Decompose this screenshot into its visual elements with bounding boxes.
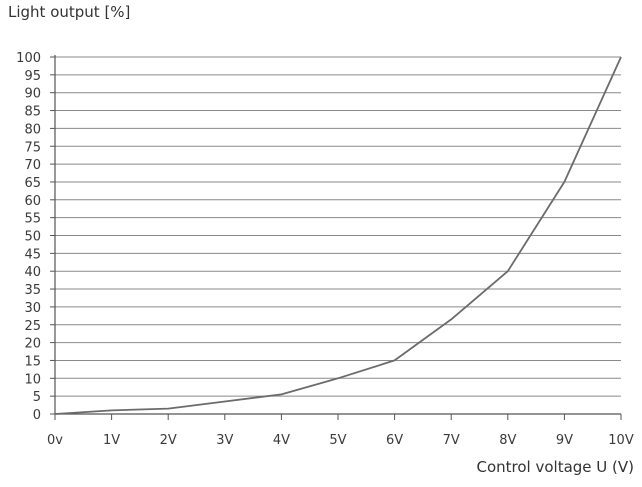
y-tick-label: 55 (24, 212, 41, 227)
y-tick-label: 80 (24, 122, 41, 137)
y-tick-label: 70 (24, 158, 41, 173)
x-tick-label: 5V (329, 433, 346, 448)
y-tick-label: 100 (16, 51, 41, 66)
y-tick-label: 10 (24, 372, 41, 387)
y-axis-title: Light output [%] (8, 3, 131, 21)
y-tick-label: 30 (24, 301, 41, 316)
x-tick-label: 9V (556, 433, 573, 448)
x-tick-label: 4V (273, 433, 290, 448)
x-tick-labels: 0v 1V 2V 3V 4V 5V 6V 7V 8V 9V 10V (47, 433, 634, 448)
y-tick-label: 45 (24, 247, 41, 262)
y-tick-label: 60 (24, 194, 41, 209)
y-tick-label: 20 (24, 337, 41, 352)
x-axis-title: Control voltage U (V) (476, 458, 634, 476)
y-tick-label: 25 (24, 319, 41, 334)
y-tick-label: 50 (24, 230, 41, 245)
axes (50, 55, 622, 420)
y-tick-label: 15 (24, 354, 41, 369)
y-tick-label: 75 (24, 140, 41, 155)
y-tick-labels: 0 5 10 15 20 25 30 35 40 45 50 55 60 65 70 75 80 85 90 95 10… (16, 51, 41, 423)
x-tick-label: 1V (103, 433, 120, 448)
y-tick-label: 0 (33, 408, 41, 423)
series-layer (54, 56, 622, 415)
x-tick-label: 2V (160, 433, 177, 448)
series-line (54, 56, 622, 415)
y-tick-label: 35 (24, 283, 41, 298)
x-tick-label: 10V (608, 433, 634, 448)
y-tick-label: 95 (24, 69, 41, 84)
y-tick-label: 40 (24, 265, 41, 280)
y-tick-label: 90 (24, 87, 41, 102)
y-tick-label: 65 (24, 176, 41, 191)
y-tick-label: 85 (24, 105, 41, 120)
x-tick-label: 7V (443, 433, 460, 448)
grid-lines (55, 56, 621, 415)
x-tick-label: 0v (47, 433, 63, 448)
x-tick-label: 3V (216, 433, 233, 448)
x-tick-label: 8V (499, 433, 516, 448)
x-tick-label: 6V (386, 433, 403, 448)
y-tick-label: 5 (33, 390, 41, 405)
